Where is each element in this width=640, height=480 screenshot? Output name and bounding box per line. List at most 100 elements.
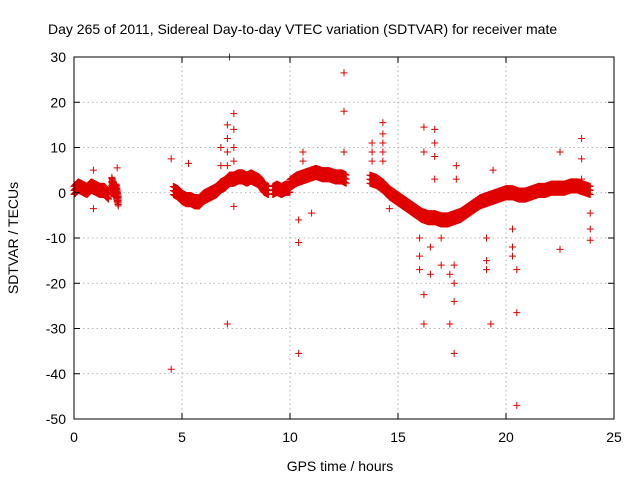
y-tick-label: 0: [58, 185, 66, 201]
outlier-point: [586, 209, 594, 217]
outlier-point: [450, 349, 458, 357]
outlier-point: [431, 153, 439, 161]
outlier-point: [230, 144, 238, 151]
outlier-point: [385, 205, 393, 213]
outlier-point: [426, 243, 434, 251]
outlier-point: [487, 320, 495, 328]
x-tick-label: 5: [178, 429, 186, 445]
outlier-point: [379, 119, 387, 127]
axis-ticks: [73, 56, 615, 420]
y-tick-label: -10: [46, 230, 66, 246]
outlier-point: [508, 225, 516, 233]
outlier-point: [586, 236, 594, 244]
outlier-point: [556, 245, 564, 253]
x-tick-label: 10: [282, 429, 298, 445]
outlier-point: [437, 261, 445, 269]
data-points: [70, 53, 594, 409]
outlier-point: [340, 69, 348, 77]
outlier-point: [446, 320, 454, 328]
outlier-point: [513, 401, 521, 409]
outlier-point: [217, 144, 225, 151]
x-tick-label: 15: [390, 429, 406, 445]
outlier-point: [113, 164, 121, 172]
outlier-point: [379, 130, 387, 138]
chart-title: Day 265 of 2011, Sidereal Day-to-day VTE…: [48, 21, 557, 37]
outlier-point: [416, 266, 424, 274]
x-tick-label: 0: [70, 429, 78, 445]
grid-lines: [74, 57, 614, 419]
outlier-point: [420, 291, 428, 299]
outlier-point: [308, 209, 316, 217]
outlier-point: [489, 166, 497, 174]
outlier-point: [89, 205, 97, 213]
outlier-point: [450, 297, 458, 305]
outlier-point: [452, 175, 460, 183]
outlier-point: [184, 159, 192, 167]
outlier-point: [416, 234, 424, 242]
outlier-point: [230, 157, 238, 165]
y-tick-labels: -50 -40 -30 -20 -10 0 10 20 30: [46, 49, 66, 427]
outlier-point: [368, 157, 376, 165]
outlier-point: [431, 125, 439, 133]
y-tick-label: 30: [50, 49, 66, 65]
y-tick-label: -50: [46, 411, 66, 427]
outlier-point: [230, 202, 238, 210]
outlier-point: [483, 234, 491, 242]
outlier-point: [508, 243, 516, 251]
outlier-point: [431, 139, 439, 147]
outlier-point: [513, 266, 521, 274]
outlier-point: [513, 309, 521, 317]
outlier-point: [299, 148, 307, 156]
outlier-point: [217, 162, 225, 170]
outlier-point: [89, 166, 97, 174]
y-tick-label: -30: [46, 321, 66, 337]
outlier-point: [426, 270, 434, 278]
y-tick-label: -40: [46, 366, 66, 382]
x-tick-label: 20: [498, 429, 514, 445]
y-tick-label: 20: [50, 94, 66, 110]
y-tick-label: -20: [46, 275, 66, 291]
outlier-point: [556, 148, 564, 156]
outlier-point: [578, 134, 586, 142]
outlier-point: [223, 320, 231, 328]
outlier-point: [223, 121, 231, 129]
outlier-point: [431, 175, 439, 183]
y-axis-label: SDTVAR / TECUs: [5, 182, 21, 294]
outlier-point: [230, 110, 238, 118]
x-tick-label: 25: [606, 429, 622, 445]
data-point: [586, 186, 594, 194]
data-point: [342, 175, 350, 183]
outlier-point: [420, 320, 428, 328]
outlier-point: [452, 162, 460, 170]
outlier-point: [167, 155, 175, 163]
outlier-point: [379, 148, 387, 156]
outlier-point: [295, 349, 303, 357]
outlier-point: [223, 162, 231, 170]
outlier-point: [113, 198, 121, 206]
outlier-point: [483, 257, 491, 265]
outlier-point: [368, 148, 376, 156]
x-axis-label: GPS time / hours: [287, 458, 394, 474]
outlier-point: [223, 148, 231, 156]
x-tick-labels: 0 5 10 15 20 25: [70, 429, 622, 445]
outlier-point: [450, 279, 458, 287]
outlier-point: [379, 139, 387, 147]
outlier-point: [167, 365, 175, 373]
outlier-point: [437, 234, 445, 242]
outlier-point: [446, 270, 454, 278]
outlier-point: [340, 148, 348, 156]
outlier-point: [230, 125, 238, 133]
y-tick-label: 10: [50, 140, 66, 156]
outlier-point: [420, 123, 428, 131]
outlier-point: [508, 252, 516, 260]
outlier-point: [416, 252, 424, 260]
outlier-point: [450, 261, 458, 269]
outlier-point: [379, 157, 387, 165]
outlier-point: [578, 155, 586, 163]
outlier-point: [368, 139, 376, 147]
outlier-point: [340, 107, 348, 115]
outlier-point: [420, 148, 428, 156]
outlier-point: [586, 225, 594, 233]
outlier-point: [578, 175, 586, 183]
